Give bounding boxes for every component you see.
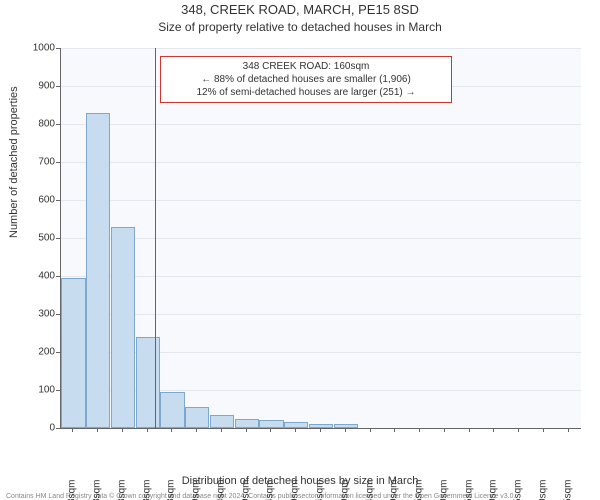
x-tick-mark bbox=[97, 428, 98, 432]
y-tick-mark bbox=[56, 86, 60, 87]
gridline bbox=[61, 238, 581, 239]
chart-container: 348, CREEK ROAD, MARCH, PE15 8SD Size of… bbox=[0, 0, 600, 500]
x-tick-label: 103sqm bbox=[116, 480, 127, 500]
histogram-bar bbox=[111, 227, 135, 428]
x-tick-mark bbox=[345, 428, 346, 432]
y-tick-label: 800 bbox=[5, 119, 55, 130]
x-tick-mark bbox=[568, 428, 569, 432]
x-tick-mark bbox=[444, 428, 445, 432]
y-tick-mark bbox=[56, 276, 60, 277]
x-tick-mark bbox=[518, 428, 519, 432]
histogram-bar bbox=[210, 415, 234, 428]
x-tick-mark bbox=[295, 428, 296, 432]
x-tick-label: 595sqm bbox=[463, 480, 474, 500]
x-tick-mark bbox=[370, 428, 371, 432]
chart-title: 348, CREEK ROAD, MARCH, PE15 8SD bbox=[0, 2, 600, 17]
x-tick-mark bbox=[171, 428, 172, 432]
x-tick-mark bbox=[221, 428, 222, 432]
x-tick-mark bbox=[72, 428, 73, 432]
y-tick-mark bbox=[56, 238, 60, 239]
x-tick-label: 279sqm bbox=[240, 480, 251, 500]
gridline bbox=[61, 314, 581, 315]
y-tick-mark bbox=[56, 352, 60, 353]
reference-line bbox=[155, 48, 156, 428]
y-tick-label: 900 bbox=[5, 81, 55, 92]
x-tick-label: 735sqm bbox=[562, 480, 573, 500]
y-tick-mark bbox=[56, 162, 60, 163]
gridline bbox=[61, 124, 581, 125]
x-tick-label: 665sqm bbox=[513, 480, 524, 500]
annotation-line3: 12% of semi-detached houses are larger (… bbox=[167, 86, 445, 99]
y-tick-mark bbox=[56, 314, 60, 315]
annotation-box: 348 CREEK ROAD: 160sqm ← 88% of detached… bbox=[160, 56, 452, 103]
y-tick-mark bbox=[56, 428, 60, 429]
y-tick-mark bbox=[56, 390, 60, 391]
x-tick-label: 560sqm bbox=[438, 480, 449, 500]
x-tick-label: 349sqm bbox=[290, 480, 301, 500]
x-tick-mark bbox=[122, 428, 123, 432]
y-tick-mark bbox=[56, 48, 60, 49]
histogram-bar bbox=[136, 337, 160, 428]
histogram-bar bbox=[86, 113, 110, 428]
x-tick-mark bbox=[543, 428, 544, 432]
y-tick-label: 1000 bbox=[5, 43, 55, 54]
y-tick-label: 700 bbox=[5, 157, 55, 168]
x-tick-label: 68sqm bbox=[92, 480, 103, 500]
plot-area bbox=[60, 48, 581, 429]
x-tick-label: 700sqm bbox=[537, 480, 548, 500]
gridline bbox=[61, 276, 581, 277]
x-tick-mark bbox=[147, 428, 148, 432]
x-tick-label: 489sqm bbox=[389, 480, 400, 500]
x-tick-mark bbox=[320, 428, 321, 432]
histogram-bar bbox=[185, 407, 209, 428]
y-tick-label: 100 bbox=[5, 385, 55, 396]
x-tick-mark bbox=[394, 428, 395, 432]
chart-subtitle: Size of property relative to detached ho… bbox=[0, 20, 600, 34]
attribution-line2: Contains public sector information licen… bbox=[248, 493, 515, 500]
y-tick-label: 200 bbox=[5, 347, 55, 358]
x-tick-label: 384sqm bbox=[315, 480, 326, 500]
y-tick-mark bbox=[56, 200, 60, 201]
histogram-bar bbox=[259, 420, 283, 428]
x-tick-mark bbox=[196, 428, 197, 432]
annotation-line2: ← 88% of detached houses are smaller (1,… bbox=[167, 73, 445, 86]
x-tick-label: 33sqm bbox=[67, 480, 78, 500]
x-tick-label: 314sqm bbox=[265, 480, 276, 500]
y-tick-label: 0 bbox=[5, 423, 55, 434]
y-tick-label: 300 bbox=[5, 309, 55, 320]
gridline bbox=[61, 200, 581, 201]
y-tick-label: 500 bbox=[5, 233, 55, 244]
x-tick-label: 138sqm bbox=[141, 480, 152, 500]
x-tick-label: 630sqm bbox=[488, 480, 499, 500]
gridline bbox=[61, 48, 581, 49]
histogram-bar bbox=[61, 278, 85, 428]
histogram-bar bbox=[334, 424, 358, 428]
x-tick-mark bbox=[469, 428, 470, 432]
x-tick-label: 244sqm bbox=[215, 480, 226, 500]
x-tick-label: 173sqm bbox=[166, 480, 177, 500]
y-tick-label: 400 bbox=[5, 271, 55, 282]
x-tick-label: 454sqm bbox=[364, 480, 375, 500]
x-tick-label: 419sqm bbox=[339, 480, 350, 500]
x-tick-mark bbox=[493, 428, 494, 432]
x-tick-label: 209sqm bbox=[191, 480, 202, 500]
histogram-bar bbox=[160, 392, 184, 428]
x-tick-label: 525sqm bbox=[414, 480, 425, 500]
y-tick-mark bbox=[56, 124, 60, 125]
x-tick-mark bbox=[419, 428, 420, 432]
annotation-line1: 348 CREEK ROAD: 160sqm bbox=[167, 60, 445, 73]
x-tick-mark bbox=[246, 428, 247, 432]
histogram-bar bbox=[235, 419, 259, 429]
gridline bbox=[61, 162, 581, 163]
x-tick-mark bbox=[270, 428, 271, 432]
y-tick-label: 600 bbox=[5, 195, 55, 206]
